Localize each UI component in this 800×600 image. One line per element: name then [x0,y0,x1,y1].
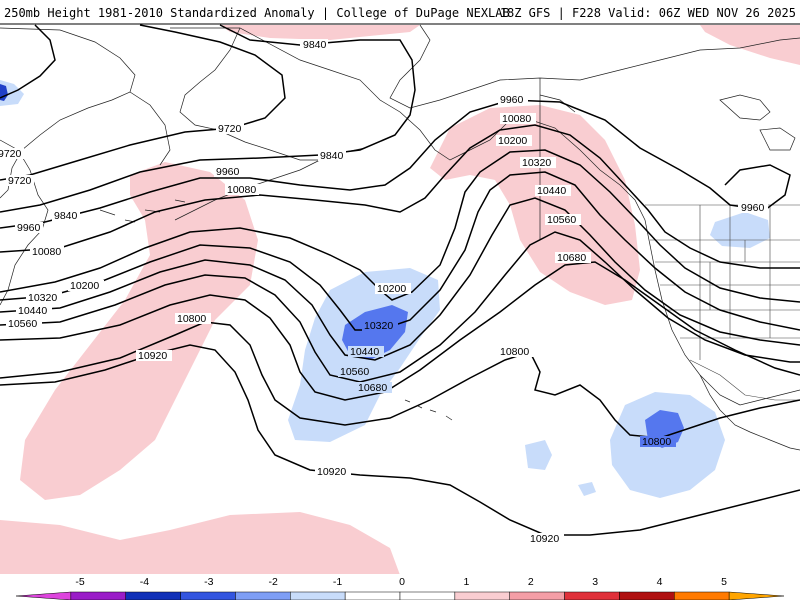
colorbar-swatch [235,591,291,600]
contour-label: 10920 [317,466,346,478]
colorbar-swatch [125,591,181,600]
contour-label: 10800 [177,313,206,325]
colorbar-swatch [70,591,126,600]
positive-anomaly-region [0,512,400,575]
colorbar-swatch [454,591,510,600]
contour-label: 10320 [364,320,393,332]
contour-10080 [0,124,800,269]
contour-label: 10080 [32,246,61,258]
colorbar-tick-label: 2 [528,576,534,588]
contour-label: 9840 [320,150,344,162]
colorbar-tick-label: 5 [721,576,727,588]
contour-9720 [0,24,286,181]
contour-label: 10080 [227,184,256,196]
colorbar-tick-label: 4 [657,576,663,588]
contour-label: 10560 [340,366,369,378]
contour-label: 10680 [358,382,387,394]
negative-anomaly-region [525,440,552,470]
contour-label: 9720 [0,148,22,160]
contour-label: 10800 [500,346,529,358]
contour-label: 10560 [547,214,576,226]
contour-label: 10200 [70,280,99,292]
positive-anomaly-region [700,25,800,65]
colorbar-swatch [619,591,675,600]
colorbar-tick-labels: -5 -4 -3 -2 -1 0 1 2 3 4 5 [75,576,727,588]
contour-label: 10920 [530,533,559,545]
contour-9720-west [0,24,56,99]
colorbar-tick-label: -4 [140,576,149,588]
contour-9960 [0,99,791,229]
contour-label: 10440 [537,185,566,197]
colorbar-swatch [509,591,565,600]
anomaly-shading [0,25,800,575]
positive-anomaly-region [20,162,258,500]
colorbar-swatch [180,591,236,600]
positive-anomaly-region [220,25,420,40]
contour-label: 9840 [303,39,327,51]
contour-label: 9960 [17,222,41,234]
contour-label: 9720 [8,175,32,187]
colorbar-tick-label: -2 [269,576,278,588]
contour-label: 9960 [741,202,765,214]
colorbar-tick-label: 3 [592,576,598,588]
colorbar-tick-label: -3 [204,576,213,588]
colorbar-swatch [290,591,346,600]
negative-anomaly-region [578,482,596,496]
contour-label: 10440 [350,346,379,358]
contour-label: 10320 [522,157,551,169]
colorbar: -5 -4 -3 -2 -1 0 1 2 3 4 5 [0,574,800,600]
contour-9840 [0,24,416,213]
contour-label: 10800 [642,436,671,448]
contour-label: 9960 [500,94,524,106]
contour-labels: 9840 9720 9840 9720 9720 9960 9840 9960 … [0,39,768,545]
header-valid-time: 18Z GFS | F228 Valid: 06Z WED NOV 26 202… [500,6,796,20]
contour-label: 9840 [54,210,78,222]
header-bar [0,0,800,24]
contour-label: 10080 [502,113,531,125]
colorbar-tick-label: 0 [399,576,405,588]
colorbar-swatches [15,591,785,600]
contour-label: 10320 [28,292,57,304]
contour-label: 10200 [498,135,527,147]
contour-label: 9960 [216,166,240,178]
colorbar-swatch [674,591,730,600]
contour-label: 10920 [138,350,167,362]
contour-10560 [0,231,800,383]
colorbar-tick-label: 1 [463,576,469,588]
colorbar-swatch [564,591,620,600]
contour-label: 10200 [377,283,406,295]
contour-label: 9720 [218,123,242,135]
contour-label: 10560 [8,318,37,330]
contour-10320 [0,171,800,331]
contour-10680 [0,261,800,401]
contour-label: 10680 [557,252,586,264]
colorbar-tick-label: -5 [75,576,84,588]
colorbar-swatch [728,591,785,600]
colorbar-swatch [344,591,401,600]
negative-anomaly-region [710,212,770,248]
contour-10200 [0,149,800,303]
contour-10440 [0,197,800,361]
colorbar-swatch [399,591,456,600]
contour-label: 10440 [18,305,47,317]
colorbar-tick-label: -1 [333,576,342,588]
header-title: 250mb Height 1981-2010 Standardized Anom… [4,6,510,20]
